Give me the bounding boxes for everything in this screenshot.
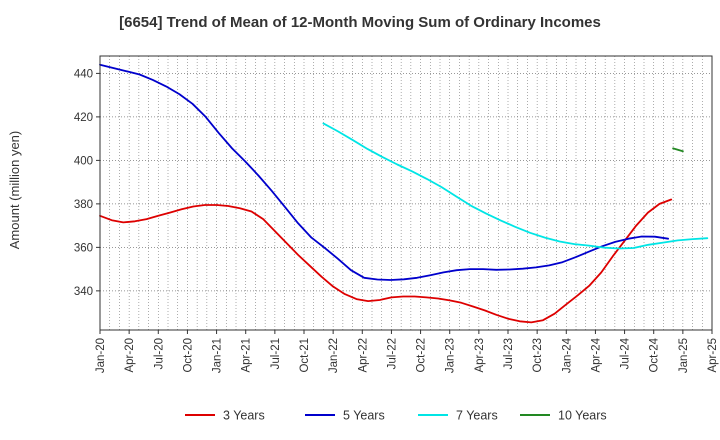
y-tick-label: 360 — [74, 242, 93, 254]
x-tick-label: Jan-22 — [328, 338, 340, 373]
x-tick-label: Apr-25 — [707, 338, 719, 373]
x-tick-label: Apr-21 — [241, 338, 253, 373]
series-line-7-years — [322, 122, 709, 250]
plot-frame — [99, 55, 713, 331]
legend: 3 Years 5 Years 7 Years 10 Years — [185, 409, 607, 423]
x-tick-label: Oct-23 — [532, 338, 544, 373]
x-tick-label: Apr-20 — [124, 338, 136, 373]
x-tick-label: Jan-20 — [95, 338, 107, 373]
y-tick-label: 440 — [74, 68, 93, 80]
x-axis-ticks: Jan-20 Apr-20 Jul-20 Oct-20 Jan-21 Apr-21 Jul-… — [95, 330, 719, 373]
legend-label-5-years: 5 Years — [343, 409, 385, 423]
x-tick-label: Jul-20 — [153, 338, 165, 369]
x-tick-label: Apr-22 — [357, 338, 369, 373]
series-line-10-years — [672, 147, 684, 153]
x-tick-label: Jan-23 — [445, 338, 457, 373]
legend-label-10-years: 10 Years — [558, 409, 607, 423]
y-tick-label: 420 — [74, 112, 93, 124]
legend-label-7-years: 7 Years — [456, 409, 498, 423]
x-tick-label: Jul-22 — [386, 338, 398, 369]
x-tick-label: Jul-24 — [620, 337, 632, 369]
x-tick-label: Jul-23 — [503, 338, 515, 369]
y-tick-label: 380 — [74, 199, 93, 211]
x-tick-label: Jan-24 — [561, 337, 573, 373]
y-axis-label: Amount (million yen) — [7, 131, 22, 250]
y-axis-ticks: 340 360 380 400 420 440 — [74, 68, 100, 298]
series-line-3-years — [99, 198, 673, 324]
x-tick-label: Oct-22 — [416, 338, 428, 373]
y-tick-label: 340 — [74, 286, 93, 298]
chart-title: [6654] Trend of Mean of 12-Month Moving … — [119, 14, 601, 31]
x-tick-label: Apr-24 — [590, 337, 602, 372]
series-lines — [99, 63, 709, 324]
x-tick-label: Apr-23 — [474, 338, 486, 373]
x-tick-label: Oct-20 — [182, 338, 194, 373]
x-tick-label: Jan-21 — [212, 338, 224, 373]
legend-label-3-years: 3 Years — [223, 409, 265, 423]
grid — [100, 56, 712, 330]
x-tick-label: Jan-25 — [678, 338, 690, 373]
series-line-5-years — [99, 63, 669, 281]
y-tick-label: 400 — [74, 155, 93, 167]
x-tick-label: Jul-21 — [270, 338, 282, 369]
x-tick-label: Oct-21 — [299, 338, 311, 373]
x-tick-label: Oct-24 — [649, 337, 661, 372]
